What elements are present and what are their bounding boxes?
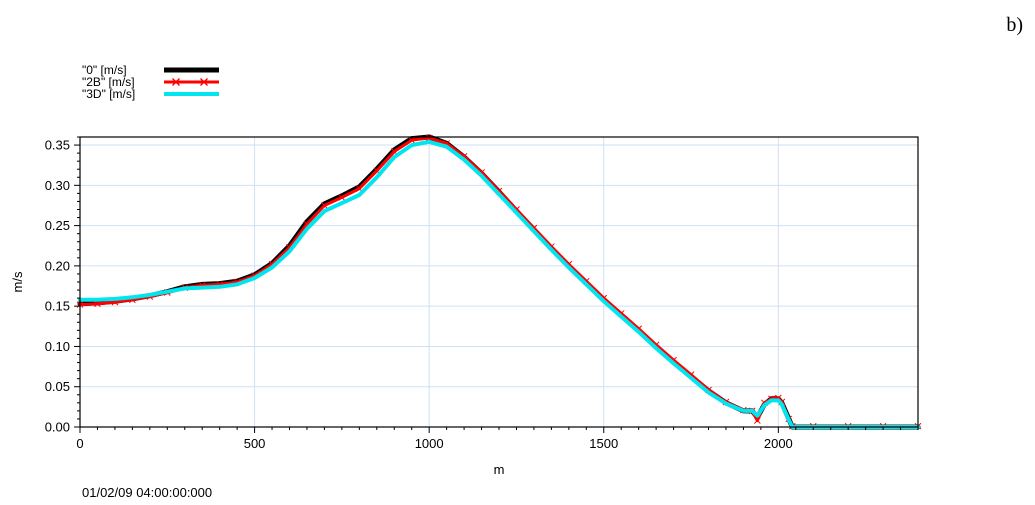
x-axis-label: m: [494, 462, 505, 477]
x-axis-tick-labels: 0 500 1000 1500 2000: [76, 436, 792, 451]
x-tick-label: 1500: [589, 436, 618, 451]
y-tick-label: 0.35: [45, 138, 70, 153]
legend-label: "3D" [m/s]: [82, 87, 135, 101]
timestamp: 01/02/09 04:00:00:000: [82, 485, 212, 500]
y-axis-tick-labels: 0.00 0.05 0.10 0.15 0.20 0.25 0.30 0.35: [45, 138, 70, 435]
x-tick-label: 1000: [415, 436, 444, 451]
y-tick-label: 0.10: [45, 339, 70, 354]
y-tick-label: 0.05: [45, 379, 70, 394]
x-tick-label: 0: [76, 436, 83, 451]
y-axis-label: m/s: [10, 271, 25, 292]
x-tick-label: 500: [244, 436, 266, 451]
y-tick-label: 0.15: [45, 299, 70, 314]
y-tick-label: 0.25: [45, 218, 70, 233]
y-tick-label: 0.30: [45, 178, 70, 193]
y-tick-label: 0.20: [45, 258, 70, 273]
y-tick-label: 0.00: [45, 420, 70, 435]
series-line-0: [80, 137, 918, 427]
series-layer: [77, 135, 921, 429]
x-tick-label: 2000: [764, 436, 793, 451]
legend: "0" [m/s]"2B" [m/s]"3D" [m/s]: [82, 63, 219, 101]
